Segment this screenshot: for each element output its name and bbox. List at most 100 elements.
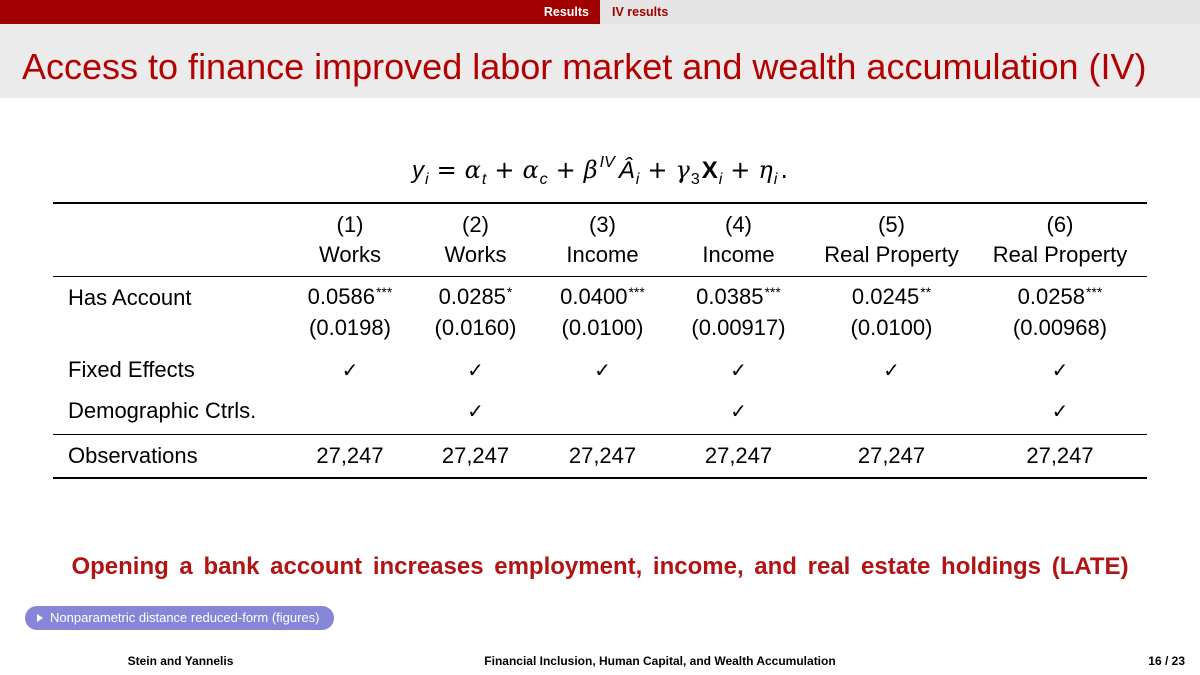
table-top-rule <box>53 202 1147 204</box>
checkmark-icon: ✓ <box>467 358 484 382</box>
column-5-label: Real Property <box>824 242 959 267</box>
coefficient-cell: 0.0385*** <box>667 282 810 314</box>
standard-error-cell: (0.00968) <box>1012 315 1108 340</box>
column-3-label: Income <box>566 242 639 267</box>
table-header-labels: Works Works Income Income Real Property … <box>53 240 1147 270</box>
column-1-label: Works <box>319 242 381 267</box>
triangle-right-icon <box>37 614 43 622</box>
coefficient-value: 0.0258 <box>1017 284 1085 309</box>
observations-cell: 27,247 <box>568 443 637 468</box>
checkmark-icon: ✓ <box>341 358 359 382</box>
significance-stars: *** <box>375 284 393 300</box>
eq-plus-sign: + <box>647 156 668 184</box>
eq-eta: η <box>758 156 773 184</box>
row-label-observations: Observations <box>68 443 198 468</box>
takeaway-statement: Opening a bank account increases employm… <box>71 553 1129 580</box>
eq-controls-subscript: i <box>718 171 723 188</box>
checkmark-icon: ✓ <box>730 399 747 423</box>
eq-equals-sign: = <box>436 156 457 184</box>
column-2-label: Works <box>444 242 507 267</box>
eq-gamma: γ <box>675 156 690 184</box>
eq-plus-sign: + <box>494 156 515 184</box>
table-row-has-account: Has Account 0.0586*** 0.0285* 0.0400*** … <box>53 283 1147 313</box>
coefficient-value: 0.0385 <box>696 284 764 309</box>
eq-outcome-y: y <box>412 157 424 184</box>
nav-section-results[interactable]: Results <box>543 5 589 19</box>
table-row-standard-errors: (0.0198) (0.0160) (0.0100) (0.00917) (0.… <box>53 313 1147 343</box>
reduced-form-figures-button[interactable]: Nonparametric distance reduced-form (fig… <box>25 606 334 630</box>
row-label-demographic-controls: Demographic Ctrls. <box>68 398 257 423</box>
eq-beta: β <box>583 156 598 184</box>
standard-error-cell: (0.0100) <box>561 315 644 340</box>
standard-error-cell: (0.0160) <box>434 315 517 340</box>
coefficient-value: 0.0285 <box>438 284 506 309</box>
title-band <box>0 24 1200 98</box>
eq-alpha-county: α <box>522 156 539 184</box>
column-3-number: (3) <box>589 212 616 237</box>
eq-beta-superscript: IV <box>599 154 615 171</box>
footer-presentation-title: Financial Inclusion, Human Capital, and … <box>484 654 836 668</box>
navigation-bar: Results IV results <box>0 0 1200 24</box>
observations-cell: 27,247 <box>1026 443 1094 468</box>
nav-section-panel: Results <box>0 0 600 24</box>
significance-stars: *** <box>1085 284 1103 300</box>
slide-title: Access to finance improved labor market … <box>22 46 1147 87</box>
column-6-number: (6) <box>1046 212 1074 237</box>
reduced-form-figures-label: Nonparametric distance reduced-form (fig… <box>50 610 320 625</box>
table-header-rule <box>53 276 1147 277</box>
observations-cell: 27,247 <box>316 443 384 468</box>
table-header-numbers: (1) (2) (3) (4) (5) (6) <box>53 210 1147 240</box>
significance-stars: * <box>506 284 513 300</box>
coefficient-value: 0.0400 <box>560 284 628 309</box>
table-row-fixed-effects: Fixed Effects ✓ ✓ ✓ ✓ ✓ ✓ <box>53 355 1147 385</box>
eq-period: . <box>780 156 788 184</box>
significance-stars: *** <box>764 284 781 300</box>
coefficient-value: 0.0586 <box>307 284 375 309</box>
standard-error-cell: (0.0100) <box>850 315 933 340</box>
eq-alpha-county-subscript: c <box>539 171 548 188</box>
checkmark-icon: ✓ <box>594 358 611 382</box>
column-2-number: (2) <box>462 212 489 237</box>
column-4-label: Income <box>702 242 775 267</box>
observations-cell: 27,247 <box>857 443 926 468</box>
observations-cell: 27,247 <box>441 443 510 468</box>
nav-subsection-iv-results[interactable]: IV results <box>612 5 669 19</box>
eq-outcome-subscript: i <box>425 171 429 188</box>
column-4-number: (4) <box>725 212 752 237</box>
coefficient-cell: 0.0285* <box>413 282 538 314</box>
table-row-observations: Observations 27,247 27,247 27,247 27,247… <box>53 441 1147 471</box>
standard-error-cell: (0.00917) <box>691 315 786 340</box>
coefficient-cell: 0.0586*** <box>287 282 413 314</box>
eq-gamma-subscript: 3 <box>690 171 700 188</box>
coefficient-cell: 0.0245** <box>810 282 973 314</box>
column-5-number: (5) <box>878 212 905 237</box>
checkmark-icon: ✓ <box>883 358 900 382</box>
checkmark-icon: ✓ <box>1051 399 1069 423</box>
row-label-has-account: Has Account <box>68 285 192 310</box>
eq-alpha-time-subscript: t <box>481 171 487 188</box>
nav-subsection-panel: IV results <box>600 0 1200 24</box>
checkmark-icon: ✓ <box>730 358 747 382</box>
eq-a-hat: Â <box>618 157 635 184</box>
significance-stars: ** <box>920 284 932 300</box>
column-6-label: Real Property <box>992 242 1128 267</box>
coefficient-value: 0.0245 <box>851 284 920 309</box>
checkmark-icon: ✓ <box>1051 358 1069 382</box>
footer-page-number: 16 / 23 <box>1148 654 1185 668</box>
standard-error-cell: (0.0198) <box>309 315 391 340</box>
table-mid-rule <box>53 434 1147 435</box>
footer-authors: Stein and Yannelis <box>127 654 234 668</box>
observations-cell: 27,247 <box>704 443 773 468</box>
eq-alpha-time: α <box>464 156 481 184</box>
eq-eta-subscript: i <box>773 171 778 188</box>
row-label-fixed-effects: Fixed Effects <box>68 357 195 382</box>
eq-plus-sign: + <box>555 156 576 184</box>
table-bottom-rule <box>53 477 1147 479</box>
table-row-demographic-controls: Demographic Ctrls. ✓ ✓ ✓ <box>53 396 1147 426</box>
coefficient-cell: 0.0258*** <box>973 282 1147 314</box>
eq-plus-sign: + <box>730 156 751 184</box>
column-1-number: (1) <box>336 212 364 237</box>
checkmark-icon: ✓ <box>467 399 484 423</box>
eq-a-hat-subscript: i <box>635 171 640 188</box>
